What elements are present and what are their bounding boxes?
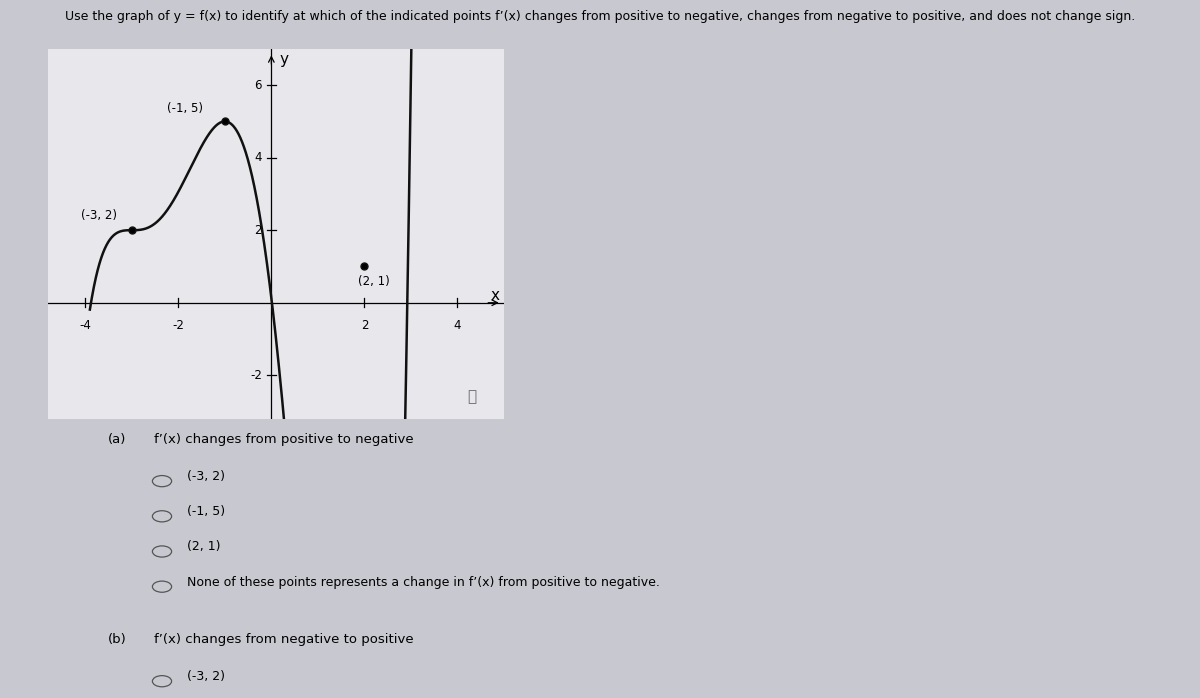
Text: (-3, 2): (-3, 2): [82, 209, 118, 222]
Text: (2, 1): (2, 1): [358, 275, 390, 288]
Text: -2: -2: [173, 319, 185, 332]
Text: 2: 2: [361, 319, 368, 332]
Text: (-1, 5): (-1, 5): [187, 505, 226, 519]
Text: (b): (b): [108, 633, 127, 646]
Text: 4: 4: [254, 151, 262, 164]
Text: (-3, 2): (-3, 2): [187, 470, 226, 483]
Text: f’(x) changes from negative to positive: f’(x) changes from negative to positive: [154, 633, 413, 646]
Text: (-3, 2): (-3, 2): [187, 670, 226, 683]
Text: y: y: [280, 52, 289, 67]
Text: (-1, 5): (-1, 5): [167, 102, 203, 115]
Text: f’(x) changes from positive to negative: f’(x) changes from positive to negative: [154, 433, 413, 446]
Text: -2: -2: [250, 369, 262, 382]
Text: None of these points represents a change in f’(x) from positive to negative.: None of these points represents a change…: [187, 576, 660, 588]
Text: x: x: [490, 288, 499, 303]
Text: ⓘ: ⓘ: [467, 389, 476, 405]
Text: (a): (a): [108, 433, 126, 446]
Text: 6: 6: [254, 79, 262, 91]
Text: (2, 1): (2, 1): [187, 540, 221, 554]
Text: 4: 4: [454, 319, 461, 332]
Text: -4: -4: [79, 319, 91, 332]
Text: Use the graph of y = f(x) to identify at which of the indicated points f’(x) cha: Use the graph of y = f(x) to identify at…: [65, 10, 1135, 24]
Text: 2: 2: [254, 223, 262, 237]
